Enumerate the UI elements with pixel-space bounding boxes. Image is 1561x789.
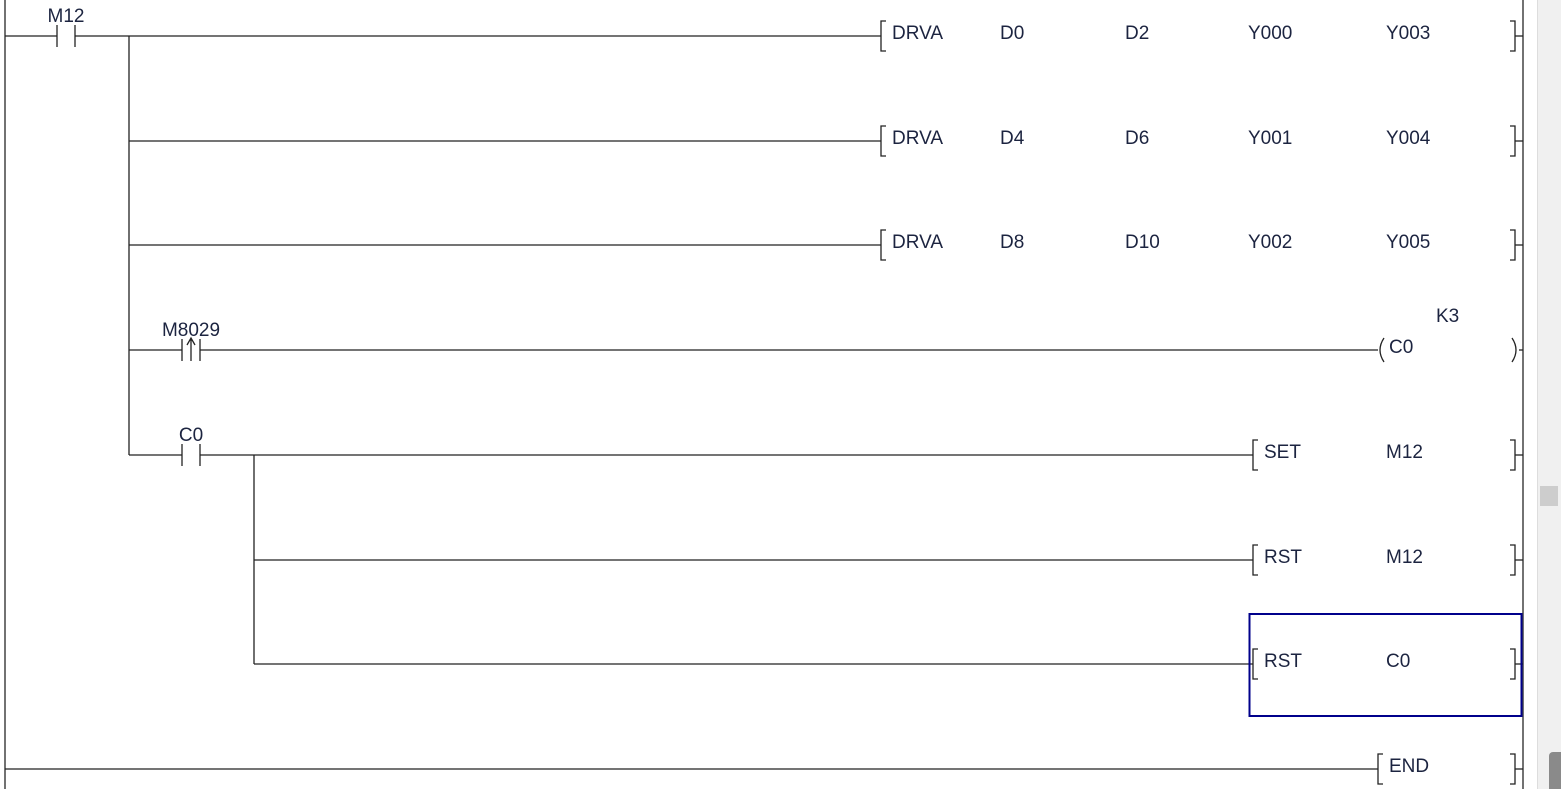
instruction-op: RST bbox=[1264, 651, 1302, 672]
contact-label: C0 bbox=[179, 425, 203, 446]
instruction-operand: Y004 bbox=[1386, 128, 1431, 149]
open-bracket bbox=[1252, 648, 1258, 680]
scrollbar-thumb[interactable] bbox=[1540, 486, 1558, 506]
instruction-op: DRVA bbox=[892, 232, 943, 253]
coil-setpoint: K3 bbox=[1436, 306, 1459, 327]
instruction-op: DRVA bbox=[892, 128, 943, 149]
close-bracket bbox=[1510, 229, 1516, 261]
close-bracket bbox=[1510, 753, 1516, 785]
coil-close-paren bbox=[1511, 337, 1517, 363]
instruction-operand: D6 bbox=[1125, 128, 1149, 149]
contact-label: M12 bbox=[48, 6, 85, 27]
open-bracket bbox=[880, 20, 886, 52]
rising-edge-arrow-icon bbox=[186, 336, 196, 361]
coil-open-paren bbox=[1379, 337, 1385, 363]
instruction-operand: D10 bbox=[1125, 232, 1160, 253]
instruction-op: RST bbox=[1264, 547, 1302, 568]
instruction-operand: Y002 bbox=[1248, 232, 1292, 253]
contact-m12[interactable]: M12 bbox=[48, 6, 85, 47]
close-bracket bbox=[1510, 125, 1516, 157]
instruction-operand: M12 bbox=[1386, 442, 1423, 463]
instruction-op: SET bbox=[1264, 442, 1301, 463]
close-bracket bbox=[1510, 20, 1516, 52]
instruction-operand: D0 bbox=[1000, 23, 1024, 44]
instruction-operand: Y005 bbox=[1386, 232, 1430, 253]
vertical-scrollbar[interactable] bbox=[1537, 0, 1561, 789]
open-bracket bbox=[880, 125, 886, 157]
instruction-operand: Y000 bbox=[1248, 23, 1292, 44]
instruction-operand: D8 bbox=[1000, 232, 1024, 253]
close-bracket bbox=[1510, 439, 1516, 471]
instruction-operand: M12 bbox=[1386, 547, 1423, 568]
scrollbar-grip[interactable] bbox=[1549, 752, 1561, 789]
open-bracket bbox=[1252, 544, 1258, 576]
instruction-operand: Y001 bbox=[1248, 128, 1292, 149]
instruction-op: DRVA bbox=[892, 23, 943, 44]
instruction-operand: D2 bbox=[1125, 23, 1149, 44]
open-bracket bbox=[1252, 439, 1258, 471]
open-bracket bbox=[1377, 753, 1383, 785]
cursor-selection-box[interactable] bbox=[1248, 613, 1523, 717]
contact-m8029[interactable]: M8029 bbox=[162, 320, 220, 361]
contact-c0[interactable]: C0 bbox=[179, 425, 203, 466]
instruction-operand: C0 bbox=[1386, 651, 1410, 672]
coil-device: C0 bbox=[1389, 337, 1413, 358]
contact-label: M8029 bbox=[162, 320, 220, 341]
close-bracket bbox=[1510, 544, 1516, 576]
instruction-operand: D4 bbox=[1000, 128, 1025, 149]
close-bracket bbox=[1510, 648, 1516, 680]
open-bracket bbox=[880, 229, 886, 261]
instruction-operand: Y003 bbox=[1386, 23, 1430, 44]
end-instruction: END bbox=[1389, 756, 1429, 777]
